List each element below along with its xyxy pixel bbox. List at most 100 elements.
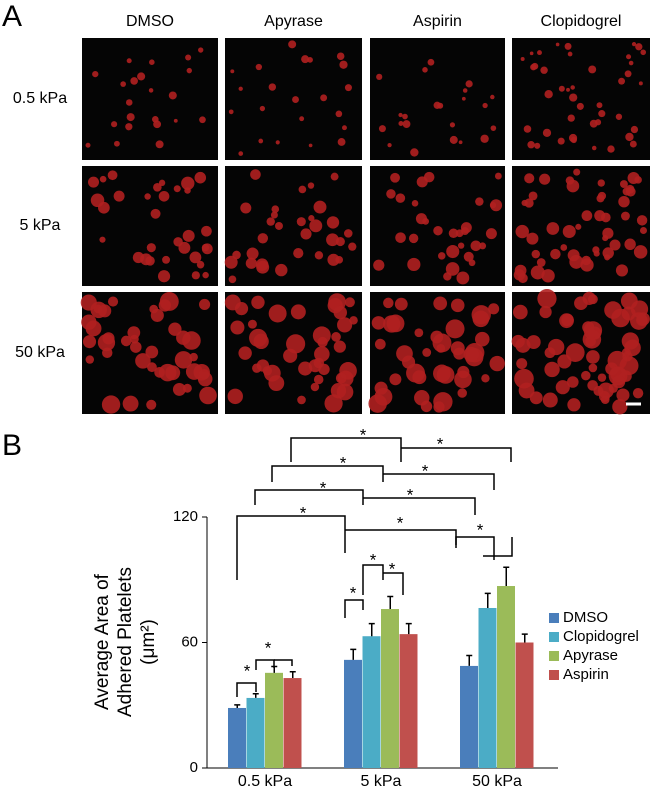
error-bar [368,622,375,637]
bar [497,586,515,768]
micrograph [511,288,650,415]
platelet [460,222,472,234]
platelet [494,172,502,180]
platelet [536,258,546,267]
platelet [612,375,626,389]
platelet [433,401,445,413]
platelet [202,271,209,279]
significance-mark: * [320,478,327,497]
error-bar [350,648,357,660]
platelet [555,380,570,395]
significance-mark: * [477,520,484,539]
significance-bracket [236,515,346,580]
platelet [238,151,244,156]
platelet [548,338,565,356]
platelet [490,94,495,100]
platelet [602,235,609,242]
panel-label: A [2,0,22,33]
platelet [596,194,605,203]
platelet [620,292,638,310]
platelet [437,102,444,109]
platelet [427,58,435,66]
platelet [255,63,263,71]
significance-bracket [254,489,364,505]
error-bar [387,595,394,610]
y-axis-label: Average Area of [92,573,113,710]
platelet [185,54,192,61]
platelet [600,212,611,223]
platelet [126,113,135,122]
platelet [114,140,120,147]
significance-bracket [363,497,476,515]
error-bar [466,654,473,666]
platelet [453,347,466,360]
platelet [468,259,476,267]
platelet [389,373,402,386]
platelet [573,168,581,176]
platelet [155,140,164,149]
significance-mark: * [437,434,444,453]
micrograph [512,38,650,160]
significance-bracket [255,659,275,670]
bar [478,607,497,768]
platelet [230,320,245,335]
platelet [298,361,313,376]
platelet [376,73,383,80]
platelet [147,362,157,373]
platelet [249,328,268,347]
platelet [436,343,446,353]
platelet [149,304,159,314]
platelet [562,224,576,239]
platelet [628,60,634,66]
platelet [198,47,204,53]
platelet [600,395,610,404]
significance-mark: * [389,559,396,578]
platelet [228,275,237,284]
significance-bracket [483,537,513,557]
platelet [185,363,203,380]
platelet [542,392,558,408]
platelet [107,170,118,181]
platelet [524,173,535,184]
platelet [339,60,348,69]
platelet [621,211,630,221]
platelet [411,200,419,207]
micrograph [224,292,362,414]
platelet [575,223,582,230]
platelet [120,335,132,347]
platelet [607,145,615,153]
bar [344,659,362,768]
platelet [402,355,416,369]
platelet [186,67,192,74]
platelet [324,394,343,413]
micrograph [370,38,505,160]
platelet [482,102,488,109]
platelet [564,42,572,50]
platelet [581,210,593,222]
platelet [631,42,637,47]
platelet [457,388,467,398]
platelet [570,136,577,144]
platelet [488,303,500,315]
platelet [593,385,604,396]
platelet [592,246,600,254]
platelet [194,171,207,184]
platelet [378,125,386,133]
platelet [570,85,575,90]
platelet [581,370,591,381]
platelet [130,341,142,353]
platelet [232,250,241,260]
platelet [588,65,597,74]
micrograph [80,291,218,414]
platelet [99,236,106,243]
platelet [149,59,155,65]
platelet [336,52,345,60]
row-label: 0.5 kPa [13,90,67,107]
platelet [458,140,463,145]
platelet [587,294,598,305]
platelet [336,383,354,401]
platelet [342,125,347,131]
platelet [182,229,195,242]
platelet [227,388,243,405]
platelet [172,382,186,396]
